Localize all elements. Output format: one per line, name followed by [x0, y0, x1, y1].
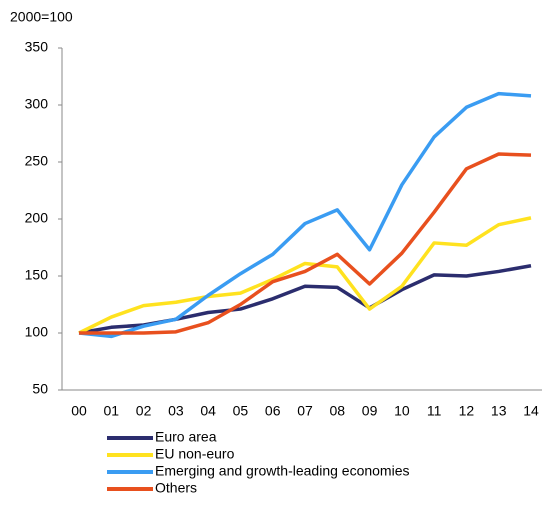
- x-tick-label: 03: [168, 403, 184, 419]
- x-tick-label: 06: [265, 403, 281, 419]
- y-tick-label: 300: [25, 96, 49, 112]
- legend-label: Euro area: [155, 429, 217, 445]
- series-line: [79, 152, 532, 335]
- x-tick-label: 14: [523, 403, 539, 419]
- x-tick-label: 07: [297, 403, 313, 419]
- x-tick-label: 02: [136, 403, 152, 419]
- legend-label: Others: [155, 480, 197, 496]
- legend-label: Emerging and growth-leading economies: [155, 463, 409, 479]
- x-tick-label: 05: [233, 403, 249, 419]
- y-tick-label: 250: [25, 153, 49, 169]
- x-tick-label: 00: [71, 403, 87, 419]
- y-tick-label: 200: [25, 210, 49, 226]
- series-line: [78, 91, 532, 339]
- x-tick-label: 08: [329, 403, 345, 419]
- series-line: [78, 264, 532, 335]
- x-tick-label: 11: [427, 403, 442, 419]
- legend-label: EU non-euro: [155, 446, 235, 462]
- y-tick-label: 150: [25, 267, 49, 283]
- series-line: [78, 216, 532, 335]
- y-tick-label: 50: [32, 381, 48, 397]
- x-tick-label: 13: [491, 403, 507, 419]
- x-tick-label: 12: [459, 403, 475, 419]
- y-tick-label: 100: [25, 324, 49, 340]
- x-tick-label: 10: [394, 403, 410, 419]
- x-tick-label: 04: [200, 403, 216, 419]
- y-axis-label: 2000=100: [10, 9, 73, 25]
- x-tick-label: 09: [362, 403, 378, 419]
- y-tick-label: 350: [25, 39, 49, 55]
- x-tick-label: 01: [103, 403, 119, 419]
